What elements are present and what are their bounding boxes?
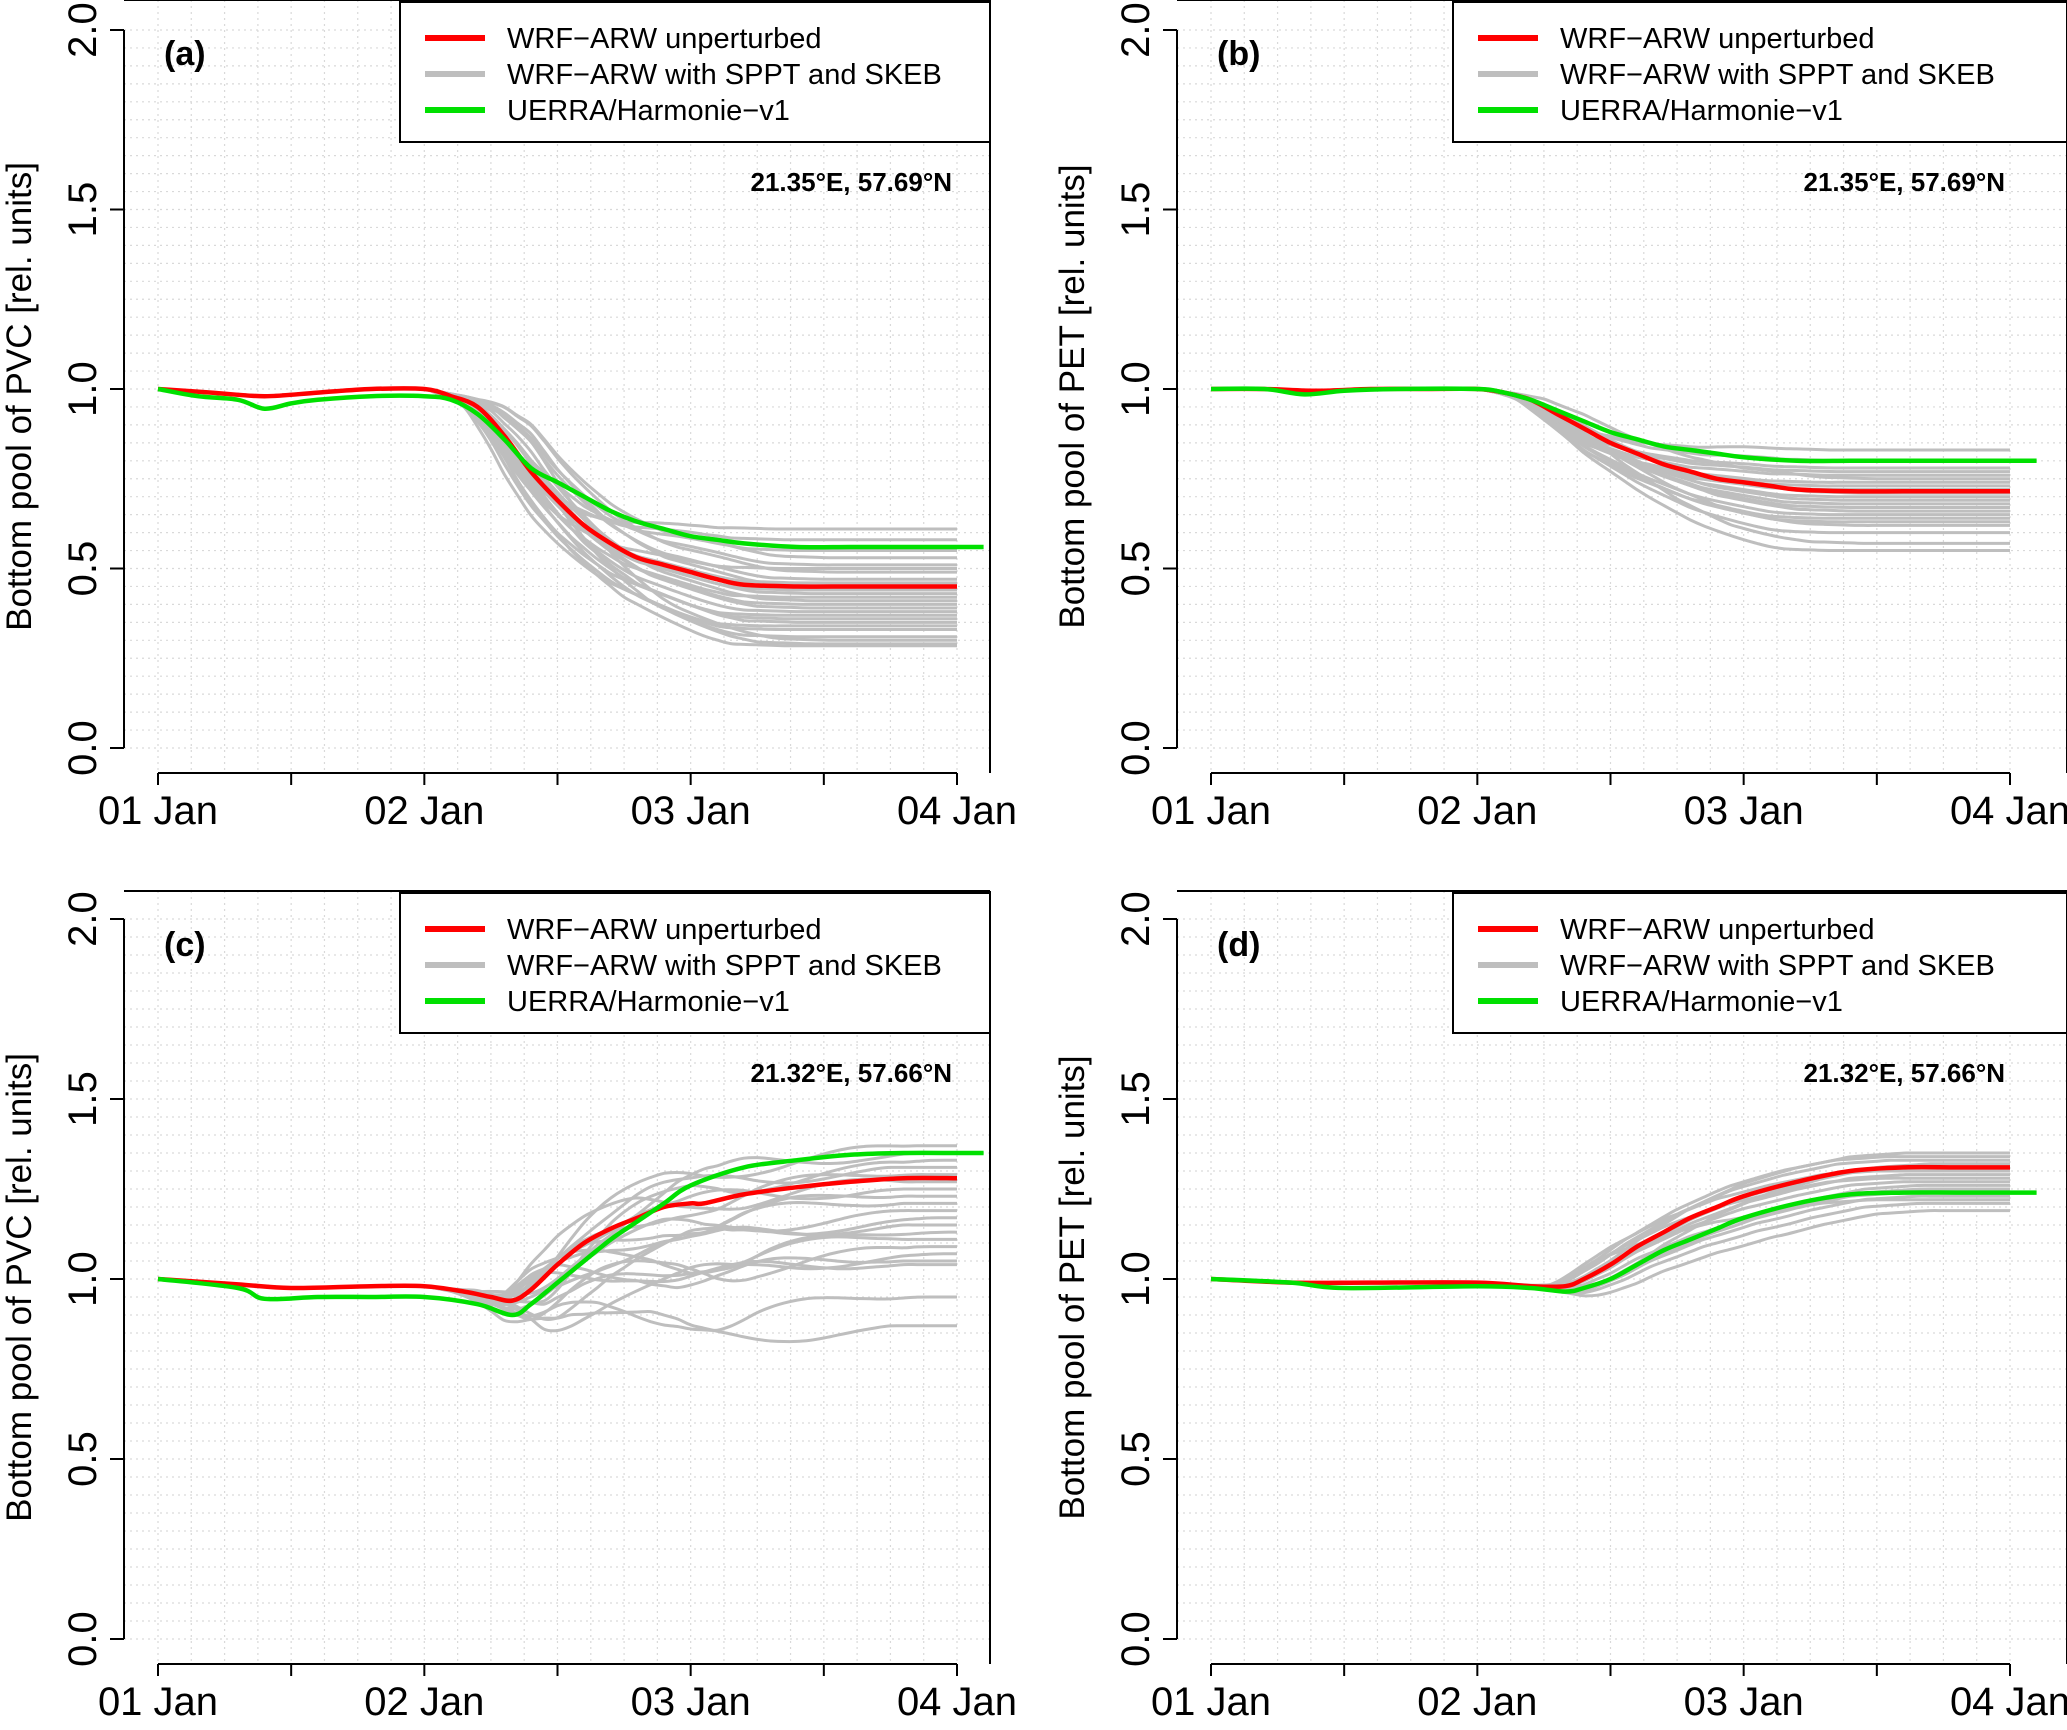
y-tick-label: 2.0 bbox=[61, 891, 105, 947]
panel-label: (b) bbox=[1217, 35, 1260, 73]
x-tick-label: 02 Jan bbox=[364, 789, 484, 833]
coordinate-annotation: 21.35°E, 57.69°N bbox=[751, 167, 953, 197]
x-tick-label: 04 Jan bbox=[897, 789, 1017, 833]
series-line-unperturbed bbox=[157, 1175, 958, 1304]
chart-panel-a: 0.0 0.5 1.0 1.5 2.0 01 Jan 02 Jan 03 Jan 04 Jan B… bbox=[0, 0, 1017, 833]
legend-label: WRF−ARW with SPPT and SKEB bbox=[507, 59, 942, 91]
x-tick-label: 02 Jan bbox=[1417, 1680, 1537, 1724]
y-tick-label: 1.5 bbox=[61, 182, 105, 238]
panel-label: (d) bbox=[1217, 926, 1260, 964]
y-tick-label: 0.5 bbox=[61, 541, 105, 597]
panel-label: (c) bbox=[164, 926, 206, 964]
y-tick-label: 2.0 bbox=[1114, 891, 1158, 947]
legend-label: WRF−ARW unperturbed bbox=[1560, 23, 1875, 55]
legend: WRF−ARW unperturbed WRF−ARW with SPPT and… bbox=[399, 892, 991, 1034]
y-tick-label: 1.5 bbox=[1114, 1071, 1158, 1127]
legend-label: WRF−ARW unperturbed bbox=[507, 914, 822, 946]
ensemble-series bbox=[1211, 387, 2011, 553]
legend-label: UERRA/Harmonie−v1 bbox=[1560, 986, 1843, 1018]
y-tick-label: 0.0 bbox=[61, 720, 105, 776]
coordinate-annotation: 21.35°E, 57.69°N bbox=[1804, 167, 2006, 197]
panel-label: (a) bbox=[164, 35, 206, 73]
ensemble-line bbox=[157, 387, 957, 596]
chart-panel-b: 0.0 0.5 1.0 1.5 2.0 01 Jan 02 Jan 03 Jan 04 Jan B… bbox=[1053, 0, 2067, 833]
y-tick-label: 0.5 bbox=[1114, 1431, 1158, 1487]
ensemble-line bbox=[157, 1235, 957, 1307]
x-tick-label: 04 Jan bbox=[1950, 789, 2067, 833]
y-axis-title: Bottom pool of PVC [rel. units] bbox=[0, 1053, 39, 1522]
legend-label: UERRA/Harmonie−v1 bbox=[507, 986, 790, 1018]
y-tick-label: 0.0 bbox=[1114, 720, 1158, 776]
y-tick-label: 1.0 bbox=[61, 361, 105, 417]
legend-label: UERRA/Harmonie−v1 bbox=[507, 95, 790, 127]
x-tick-label: 03 Jan bbox=[1684, 789, 1804, 833]
legend: WRF−ARW unperturbed WRF−ARW with SPPT and… bbox=[1452, 892, 2067, 1034]
legend-box bbox=[1452, 1, 2067, 143]
y-tick-label: 1.0 bbox=[61, 1251, 105, 1307]
series-line-uerra bbox=[157, 1150, 984, 1318]
y-axis-title: Bottom pool of PET [rel. units] bbox=[1053, 1055, 1092, 1519]
y-tick-label: 1.5 bbox=[1114, 182, 1158, 238]
legend-box bbox=[399, 892, 991, 1034]
legend-box bbox=[1452, 892, 2067, 1034]
legend-label: WRF−ARW unperturbed bbox=[1560, 914, 1875, 946]
x-tick-label: 01 Jan bbox=[1151, 1680, 1271, 1724]
series-line-uerra bbox=[1210, 1190, 2037, 1294]
chart-panel-c: 0.0 0.5 1.0 1.5 2.0 01 Jan 02 Jan 03 Jan 04 Jan B… bbox=[0, 890, 1017, 1724]
y-tick-label: 1.5 bbox=[61, 1071, 105, 1127]
y-axis-title: Bottom pool of PET [rel. units] bbox=[1053, 164, 1092, 628]
y-tick-label: 0.5 bbox=[61, 1431, 105, 1487]
x-tick-label: 01 Jan bbox=[1151, 789, 1271, 833]
y-tick-label: 0.0 bbox=[61, 1611, 105, 1667]
x-tick-label: 02 Jan bbox=[364, 1680, 484, 1724]
x-tick-label: 02 Jan bbox=[1417, 789, 1537, 833]
legend: WRF−ARW unperturbed WRF−ARW with SPPT and… bbox=[399, 1, 991, 143]
y-tick-label: 0.0 bbox=[1114, 1611, 1158, 1667]
x-tick-label: 01 Jan bbox=[98, 1680, 218, 1724]
series-line-uerra bbox=[1210, 386, 2037, 464]
y-tick-label: 1.0 bbox=[1114, 361, 1158, 417]
y-tick-label: 1.0 bbox=[1114, 1251, 1158, 1307]
coordinate-annotation: 21.32°E, 57.66°N bbox=[751, 1058, 953, 1088]
y-axis-title: Bottom pool of PVC [rel. units] bbox=[0, 162, 39, 631]
y-tick-label: 2.0 bbox=[1114, 2, 1158, 58]
series-line-uerra bbox=[157, 386, 984, 550]
x-tick-label: 03 Jan bbox=[1684, 1680, 1804, 1724]
coordinate-annotation: 21.32°E, 57.66°N bbox=[1804, 1058, 2006, 1088]
y-tick-label: 0.5 bbox=[1114, 541, 1158, 597]
y-tick-label: 2.0 bbox=[61, 2, 105, 58]
x-tick-label: 01 Jan bbox=[98, 789, 218, 833]
chart-panel-d: 0.0 0.5 1.0 1.5 2.0 01 Jan 02 Jan 03 Jan 04 Jan B… bbox=[1053, 890, 2067, 1724]
legend-label: WRF−ARW with SPPT and SKEB bbox=[1560, 59, 1995, 91]
legend-label: WRF−ARW with SPPT and SKEB bbox=[1560, 950, 1995, 982]
legend-label: WRF−ARW unperturbed bbox=[507, 23, 822, 55]
x-tick-label: 03 Jan bbox=[631, 1680, 751, 1724]
series-line-unperturbed bbox=[1210, 1164, 2010, 1290]
x-tick-label: 04 Jan bbox=[897, 1680, 1017, 1724]
x-tick-label: 04 Jan bbox=[1950, 1680, 2067, 1724]
x-tick-label: 03 Jan bbox=[631, 789, 751, 833]
legend-box bbox=[399, 1, 991, 143]
series-line-unperturbed bbox=[157, 386, 957, 589]
legend-label: UERRA/Harmonie−v1 bbox=[1560, 95, 1843, 127]
legend: WRF−ARW unperturbed WRF−ARW with SPPT and… bbox=[1452, 1, 2067, 143]
legend-label: WRF−ARW with SPPT and SKEB bbox=[507, 950, 942, 982]
